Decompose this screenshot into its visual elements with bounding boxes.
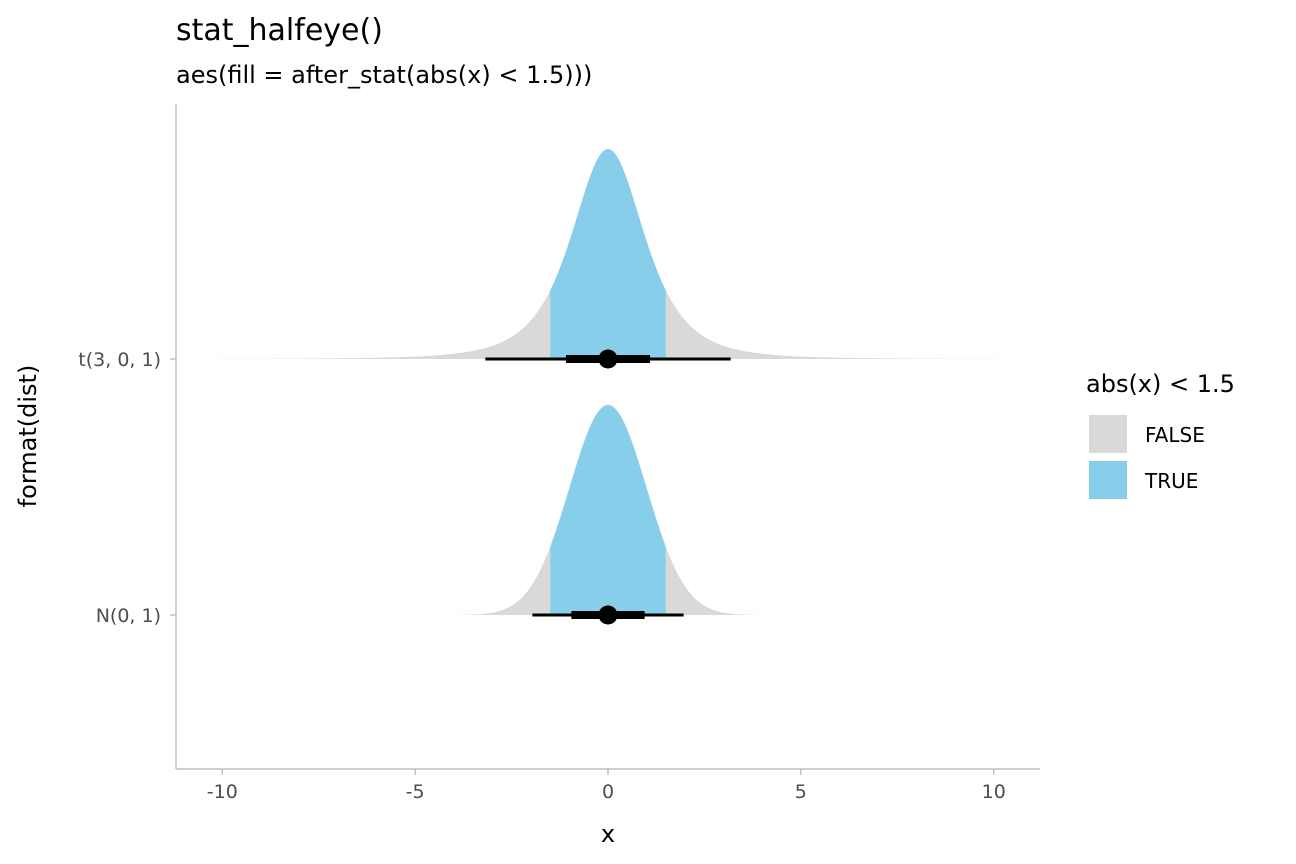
density-slabs [214,149,1002,615]
slab-true-t-3-0-1 [550,149,666,359]
legend: abs(x) < 1.5 FALSE TRUE [1086,370,1235,499]
slab-false-left-n-0-1 [449,546,551,615]
y-tick-label: t(3, 0, 1) [78,349,161,371]
y-axis-title: format(dist) [14,365,42,508]
slab-false-left-t-3-0-1 [214,290,551,359]
x-tick-label: 0 [602,781,614,803]
slab-false-right-n-0-1 [665,546,767,615]
point-estimate-t-3-0-1 [598,349,618,369]
x-axis-ticks: -10 -5 0 5 10 [207,769,1006,803]
x-tick-label: -5 [406,781,425,803]
y-tick-label: N(0, 1) [96,605,161,627]
legend-label-true: TRUE [1144,469,1198,493]
x-tick-label: 10 [982,781,1006,803]
legend-title: abs(x) < 1.5 [1086,370,1235,398]
legend-key-true [1089,461,1127,499]
y-axis-ticks: N(0, 1) t(3, 0, 1) [78,349,176,627]
x-tick-label: -10 [207,781,238,803]
point-estimate-n-0-1 [598,605,618,625]
x-axis-title: x [601,820,615,848]
chart-subtitle: aes(fill = after_stat(abs(x) < 1.5))) [176,61,592,89]
slab-false-right-t-3-0-1 [665,290,1002,359]
legend-key-false [1089,415,1127,453]
slab-true-n-0-1 [550,405,666,615]
chart-title: stat_halfeye() [176,13,383,48]
legend-label-false: FALSE [1145,423,1205,447]
x-tick-label: 5 [795,781,807,803]
point-intervals [485,349,731,625]
